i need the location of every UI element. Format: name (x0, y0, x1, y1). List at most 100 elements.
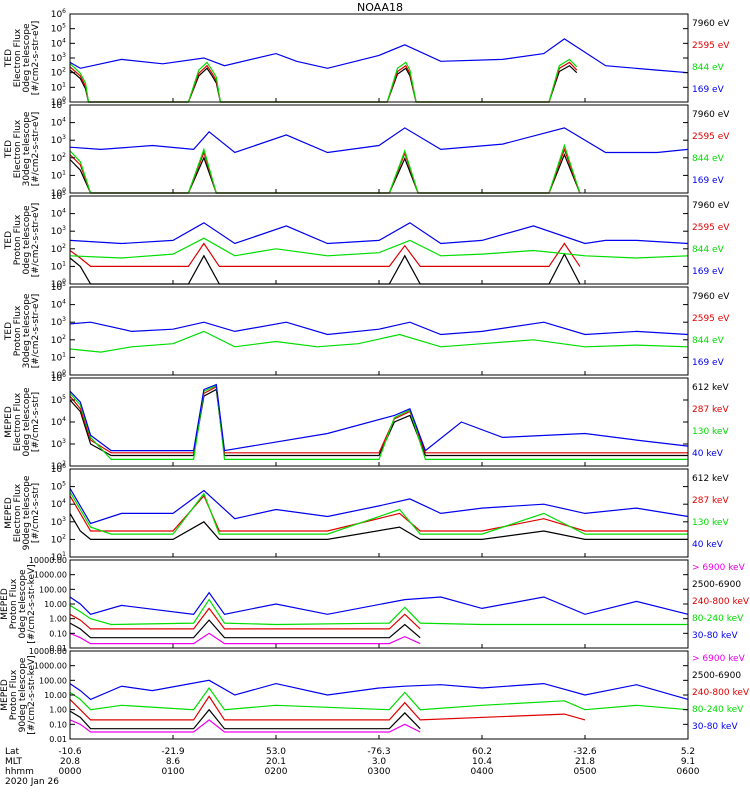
y-tick-label: 106 (51, 463, 66, 475)
x-tick-label: 0200 (265, 767, 288, 777)
series-line-4-1 (69, 330, 689, 353)
legend-entry: 80-240 keV (692, 705, 744, 715)
legend-entry: 40 keV (692, 540, 724, 550)
y-tick-label: 102 (51, 152, 66, 164)
y-axis-label-line: Electron Flux (13, 483, 23, 542)
y-axis-label-line: Proton Flux (9, 669, 19, 720)
series-line-2-2 (69, 147, 581, 194)
y-axis-label: MEPED Electron Flux 90deg telescope [#/cm2-… (4, 475, 41, 550)
legend-entry: 169 eV (692, 267, 725, 277)
y-tick-label: 103 (51, 52, 66, 64)
series-line-6-1 (69, 513, 688, 541)
y-tick-label: 101 (51, 169, 66, 181)
y-tick-label: 1.00 (49, 615, 67, 624)
x-tick-label: 9.1 (681, 757, 695, 767)
legend-entry: 844 eV (692, 336, 725, 346)
y-axis-label-line: 30deg telescope (22, 111, 32, 186)
series-line-8-5 (69, 679, 689, 701)
y-axis-label-line: Proton Flux (13, 305, 23, 356)
panel-4: 100 101 102 103 104 105 TED Proton Flux 30deg te… (4, 281, 730, 381)
legend-entry: 7960 eV (692, 19, 730, 29)
panel-1: 100 101 102 103 104 105 106 TED Electron Flux 0de… (4, 8, 730, 108)
y-axis-label: TED Proton Flux 30deg telescope [#/cm2-s-st… (4, 293, 41, 368)
legend-entry: 30-80 keV (692, 631, 738, 641)
y-axis-label-line: [#/cm2-s-str-keV] (27, 564, 37, 643)
y-axis-label-line: [#/cm2-s-str] (31, 483, 41, 543)
series-line-5-4 (69, 383, 689, 452)
y-tick-label: 106 (51, 8, 66, 20)
legend-entry: 80-240 keV (692, 614, 744, 624)
series-line-1-2 (69, 61, 578, 103)
y-tick-label: 100 (51, 369, 66, 381)
x-row-label: hhmm (5, 767, 34, 777)
y-tick-label: 104 (51, 498, 66, 510)
legend-entry: 7960 eV (692, 201, 730, 211)
series-line-6-3 (69, 491, 688, 535)
x-tick-label: 20.1 (266, 757, 286, 767)
series-line-2-3 (69, 143, 581, 194)
y-tick-label: 101 (51, 351, 66, 363)
series-line-1-1 (69, 64, 578, 103)
y-tick-label: 0.01 (49, 644, 67, 653)
y-tick-label: 103 (51, 134, 66, 146)
series-line-3-3 (69, 237, 689, 259)
legend-entry: 130 keV (692, 427, 729, 437)
legend-entry: 130 keV (692, 518, 729, 528)
x-tick-label: -32.6 (573, 747, 597, 757)
y-axis-label: MEPED Proton Flux 90deg telescope [#/cm2-s-… (0, 655, 37, 734)
legend-entry: > 6900 keV (692, 563, 746, 573)
y-axis-label-line: MEPED (0, 588, 10, 620)
x-tick-label: 0400 (471, 767, 494, 777)
series-line-2-1 (69, 153, 581, 194)
panel-5: 102 103 104 105 106 MEPED Electron Flux 0deg te… (4, 372, 729, 472)
x-tick-label: 0000 (59, 767, 82, 777)
y-tick-label: 10.00 (44, 600, 67, 609)
legend-entry: 2595 eV (692, 41, 730, 51)
y-tick-label: 100.00 (39, 676, 67, 685)
y-tick-label: 103 (51, 225, 66, 237)
y-tick-label: 105 (51, 394, 66, 406)
y-axis-label-line: 90deg telescope (22, 475, 32, 550)
y-tick-label: 105 (51, 99, 66, 111)
x-tick-label: 21.8 (575, 757, 595, 767)
panel-8: 0.010.101.0010.00100.001000.0010000.00ME… (0, 647, 750, 744)
legend-entry: 844 eV (692, 154, 725, 164)
y-axis-label-line: TED (4, 231, 14, 250)
legend-entry: 287 keV (692, 405, 729, 415)
y-tick-label: 0.01 (49, 735, 67, 744)
x-tick-label: 3.0 (372, 757, 387, 767)
x-tick-label: 0600 (677, 767, 700, 777)
series-line-7-5 (69, 591, 689, 615)
panel-7: 0.010.101.0010.00100.001000.0010000.00ME… (0, 556, 750, 653)
y-tick-label: 105 (51, 481, 66, 493)
y-axis-label: TED Proton Flux 0deg telescope [#/cm2-s-str… (4, 203, 41, 278)
y-axis-label-line: Electron Flux (13, 28, 23, 87)
y-axis-label: TED Electron Flux 30deg telescope [#/cm2-s-… (4, 111, 41, 186)
y-axis-label: MEPED Proton Flux 0deg telescope [#/cm2-s-s… (0, 564, 37, 643)
legend-entry: 169 eV (692, 358, 725, 368)
plot-frame (69, 104, 689, 194)
y-tick-label: 100 (51, 96, 66, 108)
y-axis-label-line: TED (4, 140, 14, 159)
y-tick-label: 105 (51, 190, 66, 202)
y-tick-label: 101 (51, 260, 66, 272)
y-tick-label: 100 (51, 187, 66, 199)
x-tick-label: 20.8 (60, 757, 80, 767)
series-line-8-3 (69, 695, 586, 721)
y-tick-label: 0.10 (49, 629, 67, 638)
legend-entry: 240-800 keV (692, 688, 750, 698)
y-axis-label-line: 30deg telescope (22, 293, 32, 368)
legend-entry: 30-80 keV (692, 722, 738, 732)
y-tick-label: 103 (51, 516, 66, 528)
y-axis-label-line: Proton Flux (9, 578, 19, 629)
y-axis-label-line: MEPED (0, 679, 10, 711)
series-line-6-4 (69, 487, 689, 525)
y-tick-label: 102 (51, 460, 66, 472)
legend-entry: 2500-6900 (692, 671, 741, 681)
legend-entry: 287 keV (692, 496, 729, 506)
series-line-5-3 (69, 384, 688, 460)
series-line-8-1 (69, 719, 421, 733)
legend-entry: 7960 eV (692, 292, 730, 302)
legend-entry: 2595 eV (692, 132, 730, 142)
